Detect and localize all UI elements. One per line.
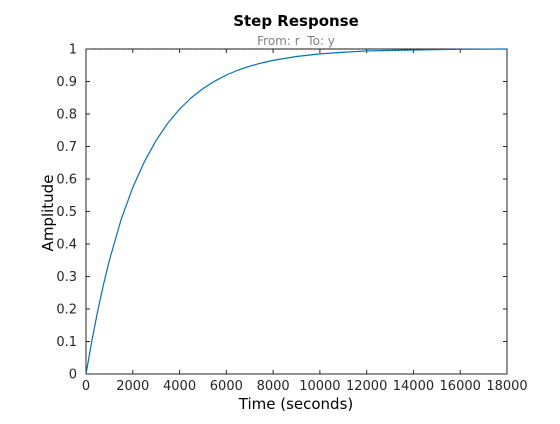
plot-area: 0 2000 4000 6000 8000 10000 12000 14000 16000 180… bbox=[56, 43, 527, 395]
step-response-line bbox=[85, 48, 508, 375]
y-tick-label: 0.7 bbox=[56, 140, 77, 155]
y-tick-label: 0.8 bbox=[56, 108, 77, 123]
y-tick-label: 0.3 bbox=[56, 270, 77, 285]
x-tick-label: 4000 bbox=[163, 379, 196, 394]
x-tick-label: 16000 bbox=[440, 379, 481, 394]
y-tick-label: 0.9 bbox=[56, 75, 77, 90]
y-tick-label: 0.4 bbox=[56, 238, 77, 253]
y-tick-label: 1 bbox=[69, 43, 77, 58]
x-tick-label: 0 bbox=[82, 379, 90, 394]
x-tick-label: 12000 bbox=[346, 379, 387, 394]
chart-title: Step Response bbox=[233, 12, 359, 30]
x-tick-label: 10000 bbox=[299, 379, 340, 394]
x-tick-label: 6000 bbox=[210, 379, 243, 394]
x-tick-label: 8000 bbox=[257, 379, 290, 394]
y-tick-label: 0.5 bbox=[56, 205, 77, 220]
x-tick-label: 2000 bbox=[116, 379, 149, 394]
x-tick-label: 18000 bbox=[486, 379, 527, 394]
chart-subtitle: From: r To: y bbox=[257, 34, 335, 48]
y-tick-label: 0.1 bbox=[56, 335, 77, 350]
x-tick-label: 14000 bbox=[393, 379, 434, 394]
y-tick-label: 0.2 bbox=[56, 303, 77, 318]
y-tick-label: 0 bbox=[69, 368, 77, 383]
x-axis-label: Time (seconds) bbox=[238, 395, 354, 413]
y-tick-label: 0.6 bbox=[56, 173, 77, 188]
y-axis-label: Amplitude bbox=[39, 175, 57, 252]
